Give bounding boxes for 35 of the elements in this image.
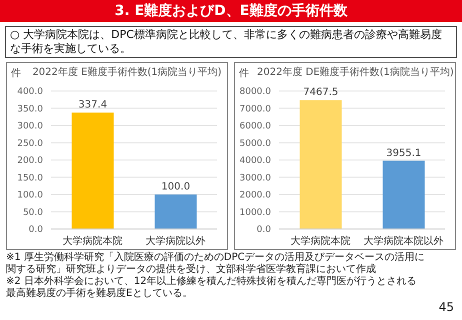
y-tick-label: 250.0 [17, 138, 44, 149]
text: ※2 日本外科学会において、12年以上修練を積んだ特殊技術を積んだ専門医が行うとされる最高難易度の手術を難易度Eとしている。 [6, 276, 418, 300]
y-axis-title: 件 [11, 67, 21, 80]
y-tick-label: 4000.0 [240, 156, 272, 166]
y-axis-title: 件 [239, 67, 249, 80]
y-tick-label: 6000.0 [240, 122, 272, 132]
y-tick-label: 150.0 [17, 173, 44, 184]
text: ○ 大学病院本院は、DPC標準病院と比較して、非常に多くの難病患者の診療や高難易度な手術を実施している。 [5, 26, 457, 58]
chart-title: 2022年度 E難度手術件数(1病院当り平均) [31, 66, 223, 79]
text: 45 [438, 300, 454, 314]
y-tick-label: 400.0 [17, 87, 44, 98]
data-label: 7467.5 [303, 87, 338, 98]
text: ※1 厚生労働科学研究「入院医療の評価のためのDPCデータの活用及びデータベースの活用に関する研究」研究班よりデータの提供を受け、文部科学省医学教育課において作成 [6, 252, 426, 276]
y-tick-label: 1000.0 [240, 208, 272, 218]
y-tick-label: 5000.0 [240, 138, 272, 149]
y-tick-label: 300.0 [17, 122, 44, 132]
data-label: 100.0 [161, 182, 190, 192]
y-tick-label: 350.0 [17, 104, 44, 114]
y-tick-label: 0.0 [28, 225, 44, 236]
data-label: 3955.1 [386, 148, 422, 159]
data-label: 337.4 [78, 100, 108, 111]
y-tick-label: 0.0 [256, 225, 272, 236]
y-tick-label: 100.0 [17, 190, 44, 201]
y-tick-label: 2000.0 [240, 190, 272, 201]
y-tick-label: 7000.0 [240, 104, 272, 114]
y-tick-label: 200.0 [17, 156, 44, 166]
chart-title: 2022年度 DE難度手術件数(1病院当り平均) [257, 66, 454, 79]
x-tick-label: 大学病院本院 [290, 235, 350, 248]
x-tick-label: 大学病院本院以外 [364, 235, 444, 248]
y-tick-label: 8000.0 [240, 87, 272, 98]
y-tick-label: 3000.0 [240, 173, 272, 184]
text: 3. E難度およびD、E難度の手術件数 [0, 0, 462, 22]
x-tick-label: 大学病院以外 [146, 235, 206, 248]
x-tick-label: 大学病院本院 [62, 235, 122, 248]
y-tick-label: 50.0 [22, 208, 44, 218]
